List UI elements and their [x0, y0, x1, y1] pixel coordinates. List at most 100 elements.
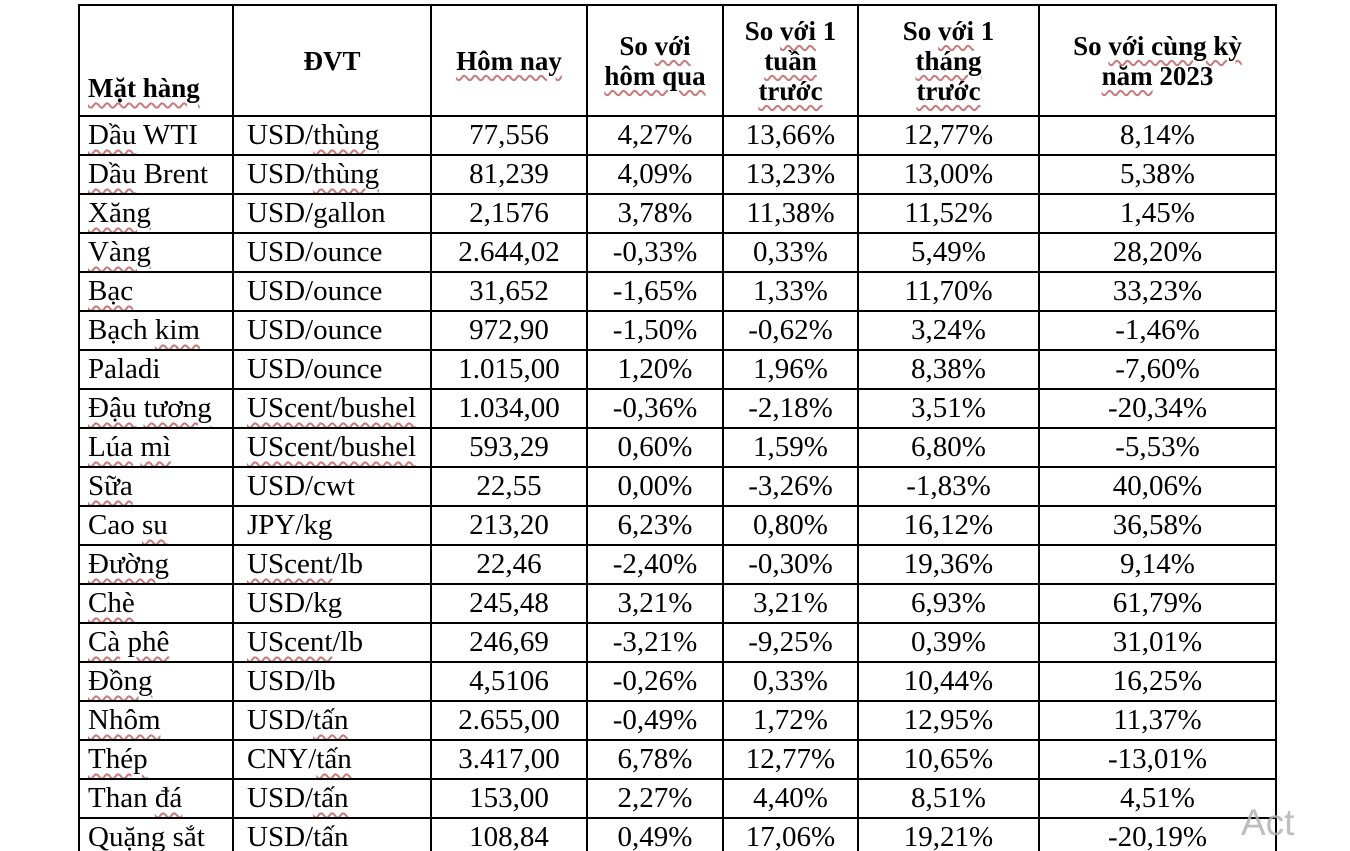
spellcheck-underline: tháng [915, 45, 982, 76]
spellcheck-underline: mì [140, 431, 171, 463]
cell-unit: USD/ounce [232, 310, 432, 351]
cell-vs_yesterday: -2,40% [586, 544, 724, 585]
cell-unit: CNY/tấn [232, 739, 432, 780]
cell-vs_2023: -20,34% [1038, 388, 1277, 429]
cell-vs_week: 1,96% [722, 349, 859, 390]
cell-vs_month: 19,21% [857, 817, 1040, 851]
cell-vs_week: 13,66% [722, 115, 859, 156]
cell-vs_2023: 61,79% [1038, 583, 1277, 624]
cell-vs_week: 12,77% [722, 739, 859, 780]
cell-vs_2023: -20,19% [1038, 817, 1277, 851]
table-row: Paladi USD/ounce 1.015,00 1,20% 1,96% 8,38% -7… [78, 349, 1277, 390]
column-header-line: Hôm nay [436, 46, 582, 76]
cell-name: Đường [78, 544, 234, 585]
spellcheck-underline: Mặt hàng [88, 73, 200, 103]
table-row: Chè USD/kg 245,48 3,21% 3,21% 6,93% 61,79% [78, 583, 1277, 624]
spellcheck-underline: Cà [88, 626, 121, 658]
table-row: Thép CNY/tấn 3.417,00 6,78% 12,77% 10,65% -13,… [78, 739, 1277, 780]
spellcheck-underline: đá [154, 782, 183, 814]
cell-unit: JPY/kg [232, 505, 432, 546]
column-header-today: Hôm nay [430, 4, 588, 117]
table-row: Nhôm USD/tấn 2.655,00 -0,49% 1,72% 12,95% 11,3… [78, 700, 1277, 741]
spellcheck-underline: Dầu [88, 119, 137, 151]
cell-vs_2023: -1,46% [1038, 310, 1277, 351]
spellcheck-underline: tấn [313, 704, 349, 736]
spellcheck-underline: trước [758, 75, 823, 106]
cell-today: 1.034,00 [430, 388, 588, 429]
cell-unit: USD/ounce [232, 349, 432, 390]
cell-today: 2.644,02 [430, 232, 588, 273]
cell-unit: UScent/lb [232, 544, 432, 585]
cell-vs_month: 3,24% [857, 310, 1040, 351]
column-header-line: tháng [863, 46, 1034, 76]
cell-vs_month: 12,95% [857, 700, 1040, 741]
column-header-line: tuần [728, 46, 853, 76]
column-header-line: So với cùng kỳ [1073, 30, 1242, 61]
spellcheck-underline: phê [127, 626, 170, 658]
cell-vs_month: 0,39% [857, 622, 1040, 663]
spellcheck-underline: Dầu [88, 158, 137, 190]
spellcheck-underline: Xăng [88, 197, 151, 229]
cell-unit: UScent/bushel [232, 427, 432, 468]
cell-name: Thép [78, 739, 234, 780]
cell-unit: UScent/bushel [232, 388, 432, 429]
cell-vs_month: 8,51% [857, 778, 1040, 819]
cell-unit: USD/kg [232, 583, 432, 624]
cell-vs_month: 12,77% [857, 115, 1040, 156]
cell-unit: USD/thùng [232, 154, 432, 195]
cell-vs_week: 13,23% [722, 154, 859, 195]
table-row: Đường UScent/lb 22,46 -2,40% -0,30% 19,36% 9,1… [78, 544, 1277, 585]
column-header-line: năm 2023 [1101, 60, 1214, 91]
cell-vs_2023: -5,53% [1038, 427, 1277, 468]
cell-unit: USD/gallon [232, 193, 432, 234]
cell-today: 593,29 [430, 427, 588, 468]
cell-unit: USD/thùng [232, 115, 432, 156]
cell-vs_2023: -7,60% [1038, 349, 1277, 390]
spellcheck-underline: hôm qua [604, 60, 706, 91]
column-header-name: Mặt hàng [78, 4, 234, 117]
cell-name: Than đá [78, 778, 234, 819]
cell-today: 77,556 [430, 115, 588, 156]
spellcheck-underline: UScent [247, 548, 333, 580]
cell-vs_week: 11,38% [722, 193, 859, 234]
cell-vs_month: 10,44% [857, 661, 1040, 702]
spellcheck-underline: trước [916, 75, 981, 106]
cell-name: Bạc [78, 271, 234, 312]
cell-vs_month: 11,52% [857, 193, 1040, 234]
table-row: Quặng sắt USD/tấn 108,84 0,49% 17,06% 19,21% -… [78, 817, 1277, 851]
spellcheck-underline: Thép [88, 743, 148, 775]
cell-vs_yesterday: 0,60% [586, 427, 724, 468]
column-header-line: ĐVT [303, 45, 361, 76]
cell-unit: USD/ounce [232, 232, 432, 273]
cell-vs_2023: 8,14% [1038, 115, 1277, 156]
cell-today: 3.417,00 [430, 739, 588, 780]
cell-vs_2023: 31,01% [1038, 622, 1277, 663]
spellcheck-underline: Đậu [88, 392, 137, 424]
cell-today: 246,69 [430, 622, 588, 663]
column-header-vs_yesterday: So với hôm qua [586, 4, 724, 117]
cell-vs_2023: -13,01% [1038, 739, 1277, 780]
cell-unit: USD/tấn [232, 700, 432, 741]
cell-today: 2.655,00 [430, 700, 588, 741]
table-row: Đậu tương UScent/bushel 1.034,00 -0,36% -2,1… [78, 388, 1277, 429]
spellcheck-underline: Hôm nay [456, 45, 562, 76]
spellcheck-underline: với [938, 15, 974, 46]
cell-vs_week: -0,62% [722, 310, 859, 351]
table-row: Lúa mì UScent/bushel 593,29 0,60% 1,59% 6,80%… [78, 427, 1277, 468]
spellcheck-underline: với [654, 30, 691, 61]
cell-unit: USD/tấn [232, 817, 432, 851]
spellcheck-underline: UScent/bushel [247, 392, 417, 424]
spellcheck-underline: tấn [313, 782, 349, 814]
spellcheck-underline: kim [154, 314, 200, 346]
table-row: Bạch kim USD/ounce 972,90 -1,50% -0,62% 3,24%… [78, 310, 1277, 351]
cell-vs_2023: 11,37% [1038, 700, 1277, 741]
cell-name: Dầu WTI [78, 115, 234, 156]
cell-name: Quặng sắt [78, 817, 234, 851]
cell-vs_week: 3,21% [722, 583, 859, 624]
cell-unit: USD/tấn [232, 778, 432, 819]
cell-vs_yesterday: 4,27% [586, 115, 724, 156]
cell-vs_week: -0,30% [722, 544, 859, 585]
table-row: Xăng USD/gallon 2,1576 3,78% 11,38% 11,52% 1,4… [78, 193, 1277, 234]
cell-vs_yesterday: 6,23% [586, 505, 724, 546]
